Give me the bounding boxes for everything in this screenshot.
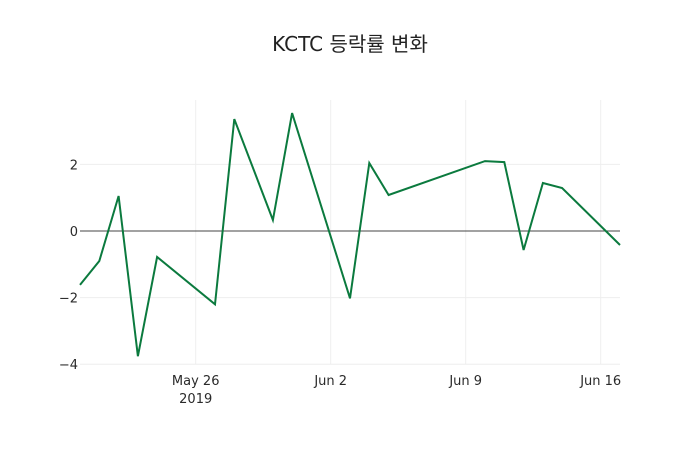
y-tick-label: −4 [59, 358, 78, 373]
y-tick-label: −2 [59, 292, 78, 307]
y-tick-label: 2 [70, 158, 78, 173]
x-axis: May 26 2019 Jun 2 Jun 9 Jun 16 [172, 374, 621, 407]
x-tick-label: 2019 [179, 392, 212, 407]
x-tick-label: Jun 2 [313, 374, 347, 389]
x-tick-label: Jun 16 [579, 374, 621, 389]
x-tick-label: May 26 [172, 374, 220, 389]
y-axis: −4 −2 0 2 [59, 158, 78, 373]
chart-title: KCTC 등락률 변화 [272, 32, 428, 56]
y-tick-label: 0 [70, 225, 78, 240]
gridlines [80, 100, 620, 365]
series-line[interactable] [79, 112, 621, 357]
x-tick-label: Jun 9 [448, 374, 482, 389]
